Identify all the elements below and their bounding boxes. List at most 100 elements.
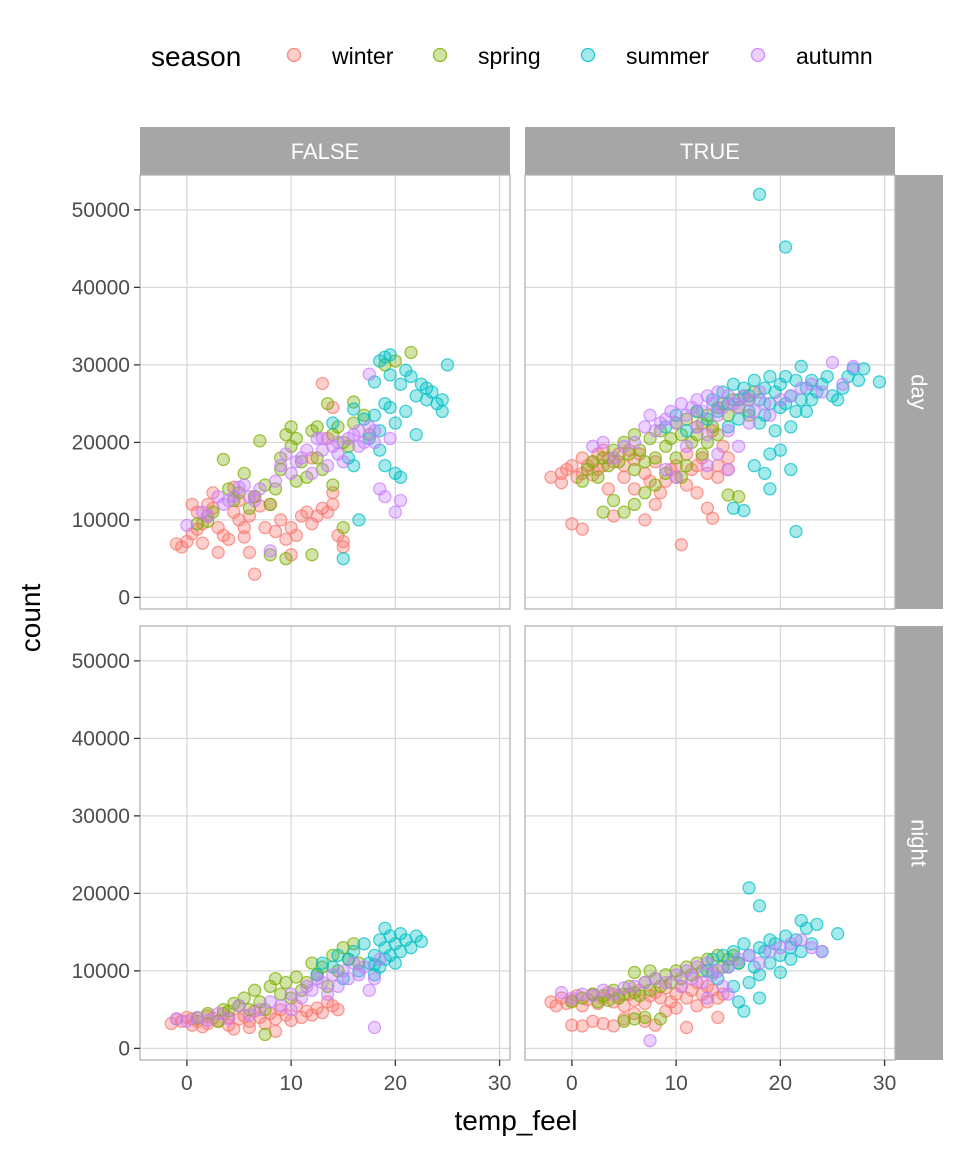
point-spring (648, 451, 662, 465)
point-autumn (825, 355, 840, 370)
point-spring (336, 520, 350, 535)
point-winter (274, 513, 288, 527)
point-summer (851, 373, 866, 388)
point-autumn (180, 518, 194, 532)
point-autumn (617, 981, 631, 995)
point-spring (627, 1012, 642, 1026)
point-summer (831, 927, 845, 941)
point-summer (383, 348, 397, 362)
y-axis-title: count (15, 584, 46, 653)
point-winter (669, 1001, 683, 1015)
y-tick-label: 50000 (72, 199, 130, 222)
point-autumn (253, 1002, 267, 1017)
point-winter (268, 524, 283, 539)
point-autumn (679, 439, 694, 453)
point-winter (648, 497, 662, 512)
strip-label-col-true: TRUE (680, 139, 740, 164)
point-summer (393, 377, 408, 391)
x-tick-label: 10 (664, 1072, 687, 1095)
point-autumn (383, 431, 397, 446)
point-spring (596, 505, 610, 519)
point-winter (674, 538, 688, 552)
point-summer (404, 940, 418, 955)
point-winter (601, 482, 616, 496)
point-autumn (846, 359, 860, 374)
point-summer (747, 373, 761, 388)
point-spring (347, 395, 361, 409)
point-spring (284, 420, 298, 434)
point-autumn (700, 458, 715, 473)
y-tick-label: 40000 (72, 276, 130, 299)
point-summer (336, 551, 350, 566)
point-autumn (320, 987, 335, 1001)
point-autumn (742, 948, 756, 963)
point-summer (435, 393, 449, 407)
point-spring (648, 478, 662, 492)
point-autumn (315, 431, 330, 446)
point-autumn (596, 435, 610, 450)
point-spring (617, 435, 631, 450)
legend-key-summer (580, 47, 596, 63)
point-autumn (331, 979, 345, 994)
panel-false-night: 0 10000 20000 30000 40000 50000 0 10 20 30 (72, 625, 511, 1095)
point-autumn (695, 404, 709, 419)
point-spring (627, 965, 642, 980)
point-autumn (721, 462, 735, 477)
y-tick-label: 20000 (72, 431, 130, 454)
point-winter (575, 522, 589, 536)
point-winter (315, 1006, 330, 1020)
y-tick-label: 10000 (72, 960, 130, 983)
strip-col-true (525, 127, 895, 175)
point-summer (831, 393, 845, 407)
strip-label-row-day: day (907, 374, 932, 409)
x-tick-label: 10 (279, 1072, 302, 1095)
point-spring (190, 517, 204, 531)
point-autumn (742, 416, 756, 430)
point-spring (247, 983, 262, 997)
panel-false-day: 0 10000 20000 30000 40000 50000 (72, 174, 511, 610)
point-spring (294, 455, 309, 469)
point-summer (752, 899, 767, 913)
x-tick-label: 0 (566, 1072, 578, 1095)
point-summer (789, 524, 803, 539)
point-summer (778, 240, 793, 254)
point-summer (789, 404, 803, 419)
point-spring (653, 1012, 668, 1026)
point-autumn (721, 960, 735, 974)
point-autumn (305, 466, 319, 481)
point-autumn (242, 1008, 257, 1022)
point-autumn (274, 458, 288, 473)
point-autumn (232, 999, 246, 1013)
legend-label-spring: spring (478, 43, 541, 69)
x-tick-label: 20 (384, 1072, 407, 1095)
point-autumn (784, 389, 798, 403)
point-spring (617, 505, 631, 519)
point-autumn (310, 431, 324, 446)
point-summer (752, 187, 767, 202)
point-spring (305, 548, 319, 562)
point-summer (388, 416, 403, 430)
point-autumn (169, 1012, 184, 1026)
point-autumn (352, 424, 366, 438)
point-summer (737, 503, 751, 518)
point-autumn (752, 956, 767, 970)
point-spring (357, 408, 371, 422)
point-autumn (643, 1033, 657, 1048)
point-summer (784, 462, 798, 477)
point-summer (737, 937, 751, 951)
point-spring (591, 470, 605, 484)
point-summer (435, 404, 449, 419)
point-spring (627, 462, 642, 477)
point-spring (638, 486, 652, 500)
strip-col-false (140, 127, 510, 175)
point-winter (586, 1014, 600, 1028)
point-autumn (804, 377, 819, 391)
point-summer (794, 359, 808, 374)
point-summer (820, 369, 834, 384)
legend-title: season (151, 41, 241, 72)
point-summer (758, 466, 772, 481)
point-autumn (201, 509, 215, 523)
point-spring (320, 396, 335, 411)
point-winter (237, 530, 251, 544)
point-winter (331, 1002, 345, 1017)
